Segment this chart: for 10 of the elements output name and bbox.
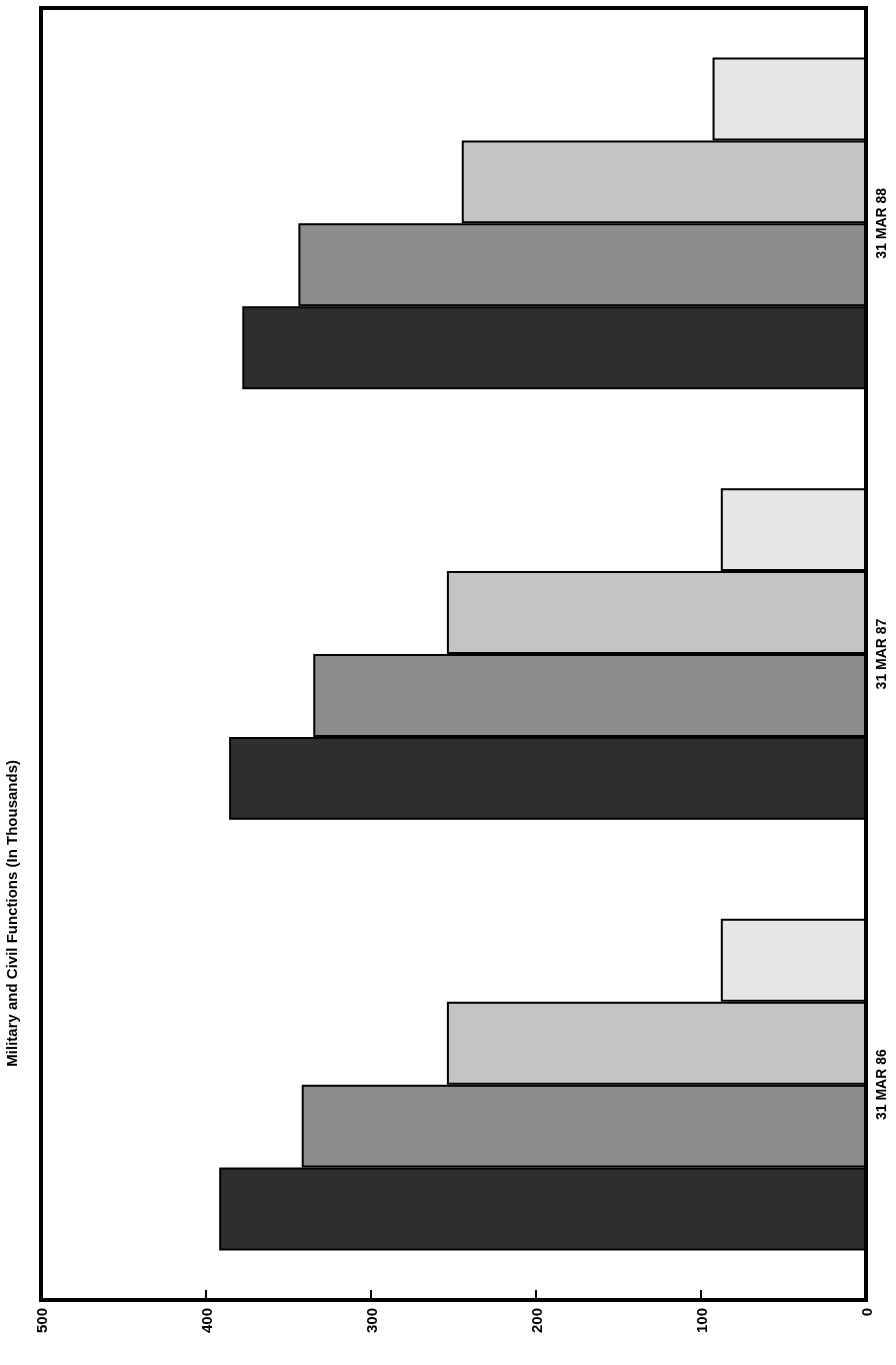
y-tick-label: 31 MAR 86 — [873, 1049, 889, 1121]
text: Military and Civil Functions (In Thousands) — [3, 759, 20, 1067]
x-tick-label: 200 — [527, 1308, 545, 1334]
x-tick-label: 100 — [692, 1308, 710, 1334]
x-tick-label: 0 — [857, 1308, 875, 1317]
y-tick-label: 31 MAR 87 — [873, 618, 889, 690]
x-tick-label: 300 — [362, 1308, 380, 1334]
y-tick-label: 31 MAR 88 — [873, 187, 889, 259]
x-tick-label: 500 — [32, 1308, 50, 1334]
x-tick-label: 400 — [197, 1308, 215, 1334]
